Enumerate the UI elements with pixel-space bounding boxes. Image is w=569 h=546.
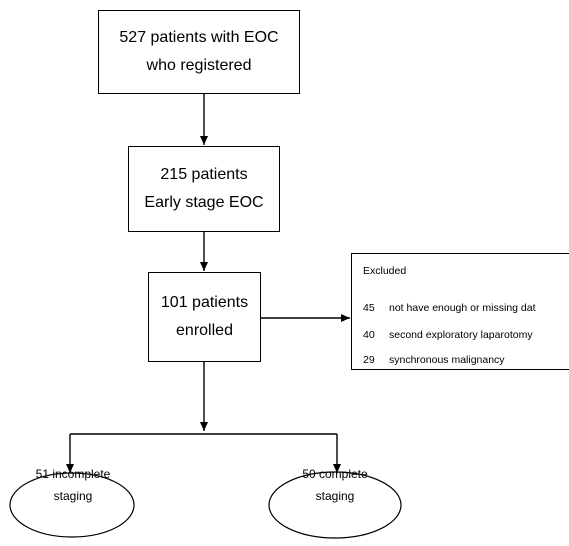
excluded-item: 40 second exploratory laparotomy [363, 329, 533, 341]
enrolled-line2: enrolled [176, 322, 233, 339]
early-stage-line2: Early stage EOC [144, 194, 264, 211]
incomplete-staging-label: 51 incomplete staging [11, 463, 135, 507]
enrolled-line1: 101 patients [160, 294, 249, 311]
incomplete-line2: staging [53, 489, 93, 503]
excluded-count: 45 [363, 302, 375, 314]
complete-line1: 50 complete [302, 467, 368, 481]
enrolled-box: 101 patients enrolled [148, 272, 261, 362]
excluded-reason: not have enough or missing dat [389, 302, 536, 314]
excluded-box: Excluded 45 not have enough or missing da… [351, 253, 569, 370]
incomplete-line1: 51 incomplete [35, 467, 111, 481]
excluded-count: 29 [363, 354, 375, 366]
registered-line2: who registered [146, 57, 252, 74]
early-stage-box: 215 patients Early stage EOC [128, 146, 280, 232]
excluded-item: 29 synchronous malignancy [363, 354, 505, 366]
early-stage-line1: 215 patients [160, 166, 248, 183]
complete-staging-label: 50 complete staging [269, 463, 401, 507]
complete-line2: staging [315, 489, 355, 503]
excluded-item: 45 not have enough or missing dat [363, 302, 536, 314]
excluded-title: Excluded [363, 265, 407, 277]
ellipse-complete [268, 471, 402, 539]
excluded-reason: second exploratory laparotomy [389, 329, 533, 341]
registered-box: 527 patients with EOC who registered [98, 10, 300, 94]
excluded-reason: synchronous malignancy [389, 354, 505, 366]
ellipse-incomplete [9, 472, 135, 538]
registered-line1: 527 patients with EOC [119, 29, 279, 46]
excluded-count: 40 [363, 329, 375, 341]
